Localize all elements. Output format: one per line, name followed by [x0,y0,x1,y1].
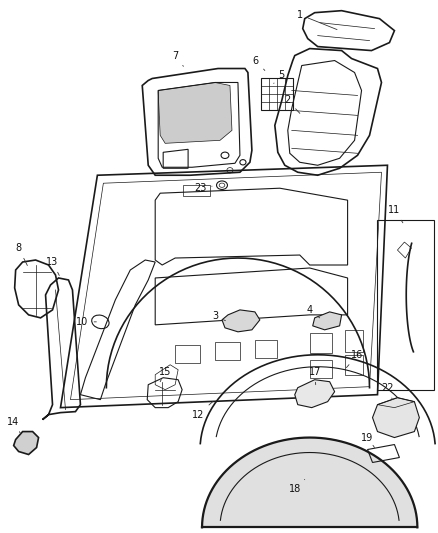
Text: 2: 2 [284,95,299,114]
Text: 12: 12 [191,401,212,419]
Text: 17: 17 [308,367,320,385]
Text: 16: 16 [346,350,363,368]
Text: 14: 14 [7,417,21,433]
Text: 8: 8 [15,243,27,265]
Text: 6: 6 [252,55,264,70]
Text: 4: 4 [306,305,319,318]
Text: 7: 7 [172,51,183,66]
Text: 23: 23 [194,183,212,193]
Text: 15: 15 [159,367,171,382]
Text: 22: 22 [380,383,393,400]
Text: 5: 5 [273,69,284,84]
Text: 13: 13 [46,257,59,276]
Text: 10: 10 [76,317,96,327]
Polygon shape [294,379,334,408]
Polygon shape [201,438,417,527]
Polygon shape [312,312,341,330]
Polygon shape [158,83,231,143]
Text: 18: 18 [288,480,304,495]
Text: 1: 1 [296,10,336,30]
Text: 3: 3 [212,311,225,321]
Polygon shape [222,310,259,332]
Text: 19: 19 [360,433,374,448]
Text: 11: 11 [388,205,402,223]
Polygon shape [14,432,39,455]
Polygon shape [372,398,418,438]
